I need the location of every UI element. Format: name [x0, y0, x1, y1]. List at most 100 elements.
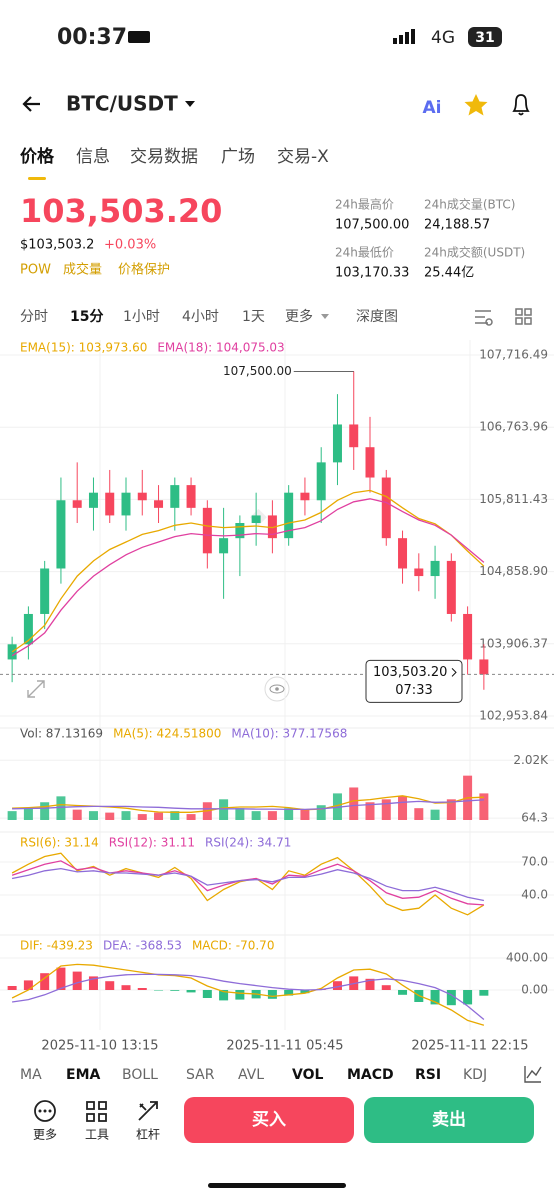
interval[interactable]: 更多 [285, 308, 313, 325]
pair-caret[interactable] [185, 101, 195, 107]
volume-bar [479, 793, 489, 820]
macd-bar [463, 990, 473, 1005]
legend: RSI(6): 31.14 [20, 836, 99, 850]
volume-bar [235, 808, 245, 820]
volume-bar [121, 811, 131, 820]
back-button[interactable] [22, 96, 40, 112]
legend: EMA(15): 103,973.60 [20, 341, 147, 355]
candle-body [398, 538, 408, 569]
x-tick-label: 2025-11-10 13:15 [41, 1039, 158, 1054]
buy-button[interactable] [184, 1097, 354, 1143]
legend: MA(10): 377.17568 [231, 727, 347, 741]
legend: DIF: -439.23 [20, 939, 93, 953]
interval[interactable]: 分时 [20, 309, 48, 325]
y-tick-label: 103,906.37 [479, 636, 548, 650]
change: +0.03% [104, 238, 156, 253]
volume-bar [446, 799, 456, 820]
candle-body [316, 462, 326, 501]
macd-bar [23, 980, 33, 990]
indicator-tab[interactable]: VOL [292, 1067, 323, 1083]
tab[interactable]: 价格 [20, 146, 55, 167]
volume-bar [88, 811, 98, 820]
expand-icon[interactable] [27, 680, 45, 698]
home-indicator [208, 1183, 346, 1188]
chart-settings-icon[interactable] [475, 310, 493, 326]
pair[interactable]: BTC/USDT [66, 92, 178, 116]
tab[interactable]: 交易数据 [130, 147, 198, 167]
y-tick-label: 102,953.84 [479, 709, 548, 723]
candle-body [463, 613, 473, 660]
candle-body [284, 492, 294, 539]
y-tick-label: 64.3 [521, 811, 548, 825]
tag[interactable]: POW [20, 263, 51, 278]
buy-label[interactable]: 买入 [252, 1110, 286, 1130]
legend: DEA: -368.53 [103, 939, 182, 953]
tag[interactable]: 价格保护 [118, 262, 170, 278]
macd-bar [170, 990, 180, 991]
volume-bar [23, 808, 33, 820]
macd-bar [186, 990, 196, 993]
eye-toggle[interactable] [264, 676, 290, 702]
tag[interactable]: 成交量 [63, 262, 102, 278]
interval[interactable]: 4小时 [182, 309, 219, 325]
interval[interactable]: 1天 [242, 309, 265, 325]
tab[interactable]: 广场 [221, 147, 255, 167]
macd-bar [284, 990, 294, 996]
favorite-star[interactable] [464, 94, 488, 116]
indicator-tab[interactable]: RSI [415, 1067, 441, 1083]
y-tick-label: 106,763.96 [479, 420, 548, 434]
indicator-tab[interactable]: KDJ [463, 1067, 487, 1083]
tool-label[interactable]: 工具 [85, 1128, 109, 1142]
volume-bar [316, 805, 326, 820]
indicator-tab[interactable]: MA [20, 1067, 42, 1083]
tool-label[interactable]: 杠杆 [136, 1127, 160, 1142]
volume-bar [430, 809, 440, 820]
indicator-tab[interactable]: AVL [238, 1067, 264, 1083]
macd-bar [40, 973, 50, 990]
y-tick-label: 105,811.43 [479, 492, 548, 506]
tab[interactable]: 交易-X [277, 147, 329, 167]
interval[interactable]: 15分 [70, 309, 103, 325]
sell-button[interactable] [364, 1097, 534, 1143]
leverage-icon[interactable] [138, 1101, 158, 1121]
interval[interactable]: 1小时 [123, 309, 160, 325]
indicator-tab[interactable]: BOLL [122, 1067, 158, 1083]
indicator-line [11, 489, 485, 653]
sell-label[interactable]: 卖出 [432, 1109, 466, 1130]
indicator-tab[interactable]: MACD [347, 1067, 394, 1083]
more-caret[interactable] [321, 314, 329, 319]
tool-label[interactable]: 更多 [33, 1128, 57, 1142]
volume-bar [7, 811, 17, 820]
candle-body [40, 568, 50, 614]
candle-body [479, 659, 489, 675]
x-tick-label: 2025-11-11 22:15 [411, 1039, 528, 1054]
tab[interactable]: 信息 [76, 147, 110, 167]
layout-icon[interactable] [515, 308, 532, 325]
y-tick-label: 400.00 [506, 951, 548, 965]
candle-body [381, 477, 391, 539]
battery [468, 27, 502, 47]
last-price-tag[interactable] [365, 659, 463, 703]
stat-value: 103,170.33 [335, 266, 409, 281]
stat-value: 107,500.00 [335, 218, 409, 233]
volume-bar [251, 811, 261, 820]
y-tick-label: 40.0 [521, 888, 548, 902]
clock: 00:37 [57, 25, 127, 50]
more-icon[interactable] [34, 1100, 56, 1122]
indicator-tab[interactable]: EMA [66, 1067, 100, 1083]
indicator-chart-icon[interactable] [524, 1066, 542, 1083]
x-tick-label: 2025-11-11 05:45 [226, 1039, 343, 1054]
indicator-line [11, 867, 485, 902]
ai-button[interactable]: Ai [423, 98, 442, 118]
indicator-tab[interactable]: SAR [186, 1067, 215, 1083]
alert-bell[interactable] [512, 94, 530, 116]
volume-bar [267, 811, 277, 820]
candle-body [235, 523, 245, 539]
depth-chart[interactable]: 深度图 [356, 309, 398, 325]
legend: Vol: 87.13169 [20, 727, 103, 741]
candle-body [267, 515, 277, 539]
macd-bar [56, 967, 66, 990]
tools-icon[interactable] [86, 1101, 107, 1122]
candle-body [56, 500, 66, 569]
